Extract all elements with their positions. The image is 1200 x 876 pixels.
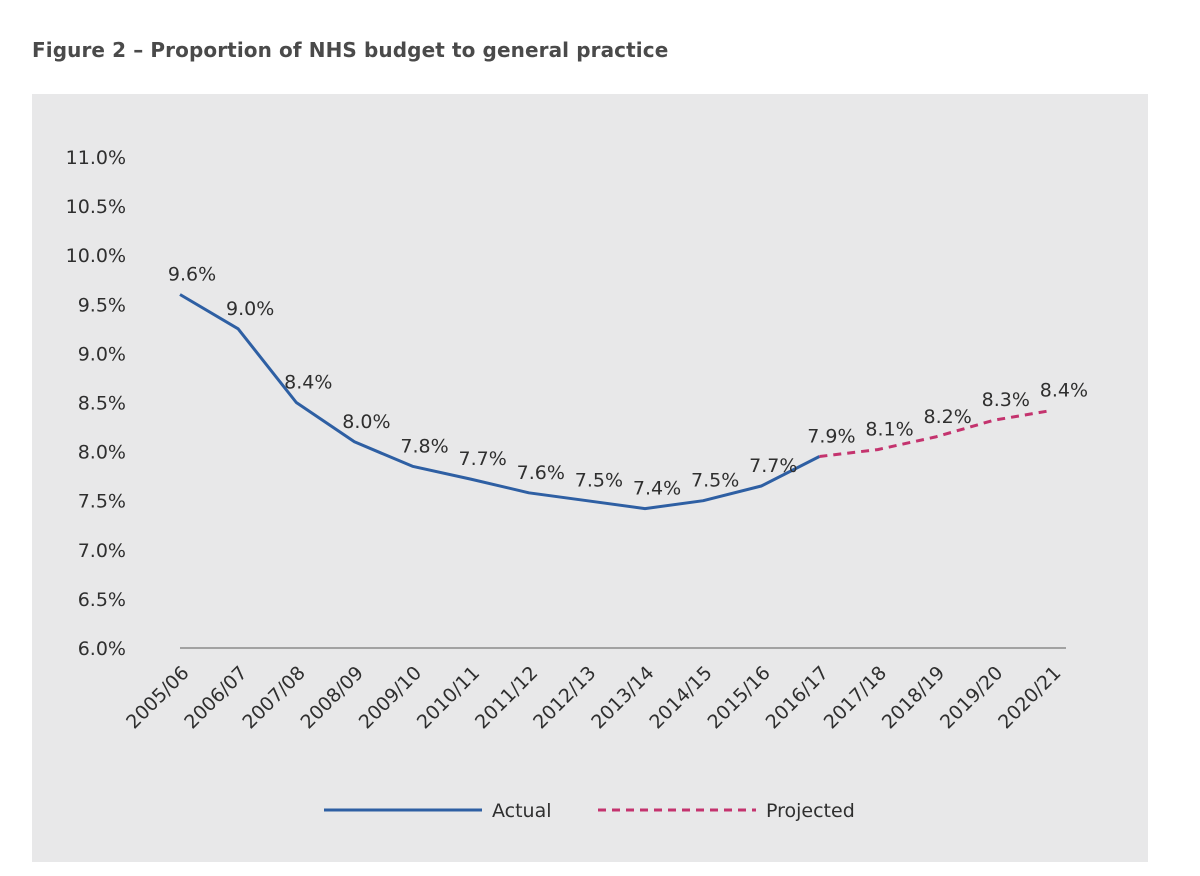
x-tick-label: 2016/17 [762, 662, 833, 733]
x-tick-label: 2009/10 [355, 662, 426, 733]
series-lines [179, 293, 1053, 511]
y-tick-label: 10.0% [66, 245, 126, 267]
data-label: 8.1% [865, 419, 913, 441]
x-tick-label: 2010/11 [413, 662, 484, 733]
data-label: 7.8% [400, 435, 448, 457]
y-tick-label: 6.5% [78, 589, 126, 611]
data-label: 7.5% [575, 470, 623, 492]
x-tick-label: 2008/09 [297, 662, 368, 733]
x-tick-label: 2018/19 [878, 662, 949, 733]
y-axis-ticks: 6.0% 6.5% 7.0% 7.5% 8.0% 8.5% 9.0% 9.5% 10.0% 10.… [66, 147, 126, 660]
data-label: 8.4% [1040, 379, 1088, 401]
data-label: 8.4% [284, 372, 332, 394]
data-label: 7.5% [691, 470, 739, 492]
x-tick-label: 2014/15 [645, 662, 716, 733]
data-label: 7.7% [459, 448, 507, 470]
series-line-actual [179, 293, 821, 511]
data-label: 8.2% [924, 406, 972, 428]
y-tick-label: 6.0% [78, 638, 126, 660]
data-label: 9.6% [168, 263, 216, 285]
x-tick-label: 2011/12 [471, 662, 542, 733]
data-label: 7.4% [633, 478, 681, 500]
series-line-projected [819, 408, 1053, 458]
y-tick-label: 9.0% [78, 343, 126, 365]
x-tick-label: 2017/18 [820, 662, 891, 733]
x-tick-label: 2020/21 [994, 662, 1065, 733]
legend: Actual Projected [324, 800, 855, 822]
data-label: 8.3% [982, 389, 1030, 411]
line-chart: 6.0% 6.5% 7.0% 7.5% 8.0% 8.5% 9.0% 9.5% 10.0% 10.… [66, 147, 1088, 822]
x-tick-label: 2005/06 [122, 662, 193, 733]
data-label: 7.6% [517, 462, 565, 484]
y-tick-label: 11.0% [66, 147, 126, 169]
x-axis-ticks: 2005/062006/072007/082008/092009/102010/… [122, 662, 1065, 733]
y-tick-label: 10.5% [66, 196, 126, 218]
x-tick-label: 2013/14 [587, 662, 658, 733]
y-tick-label: 7.5% [78, 491, 126, 513]
data-label: 8.0% [342, 411, 390, 433]
legend-label-actual: Actual [492, 800, 552, 822]
x-tick-label: 2012/13 [529, 662, 600, 733]
x-tick-label: 2015/16 [703, 662, 774, 733]
y-tick-label: 8.0% [78, 442, 126, 464]
y-tick-label: 8.5% [78, 393, 126, 415]
y-tick-label: 9.5% [78, 294, 126, 316]
figure-title: Figure 2 – Proportion of NHS budget to g… [32, 38, 669, 62]
legend-label-projected: Projected [766, 800, 855, 822]
x-tick-label: 2019/20 [936, 662, 1007, 733]
data-label: 7.7% [749, 455, 797, 477]
x-tick-label: 2006/07 [180, 662, 251, 733]
x-tick-label: 2007/08 [238, 662, 309, 733]
y-tick-label: 7.0% [78, 540, 126, 562]
data-label: 9.0% [226, 298, 274, 320]
chart-panel: 6.0% 6.5% 7.0% 7.5% 8.0% 8.5% 9.0% 9.5% 10.0% 10.… [32, 94, 1148, 862]
data-labels: 9.6% 9.0% 8.4% 8.0% 7.8% 7.7% 7.6% 7.5% 7.4% 7.5%… [168, 263, 1088, 499]
data-label: 7.9% [807, 426, 855, 448]
